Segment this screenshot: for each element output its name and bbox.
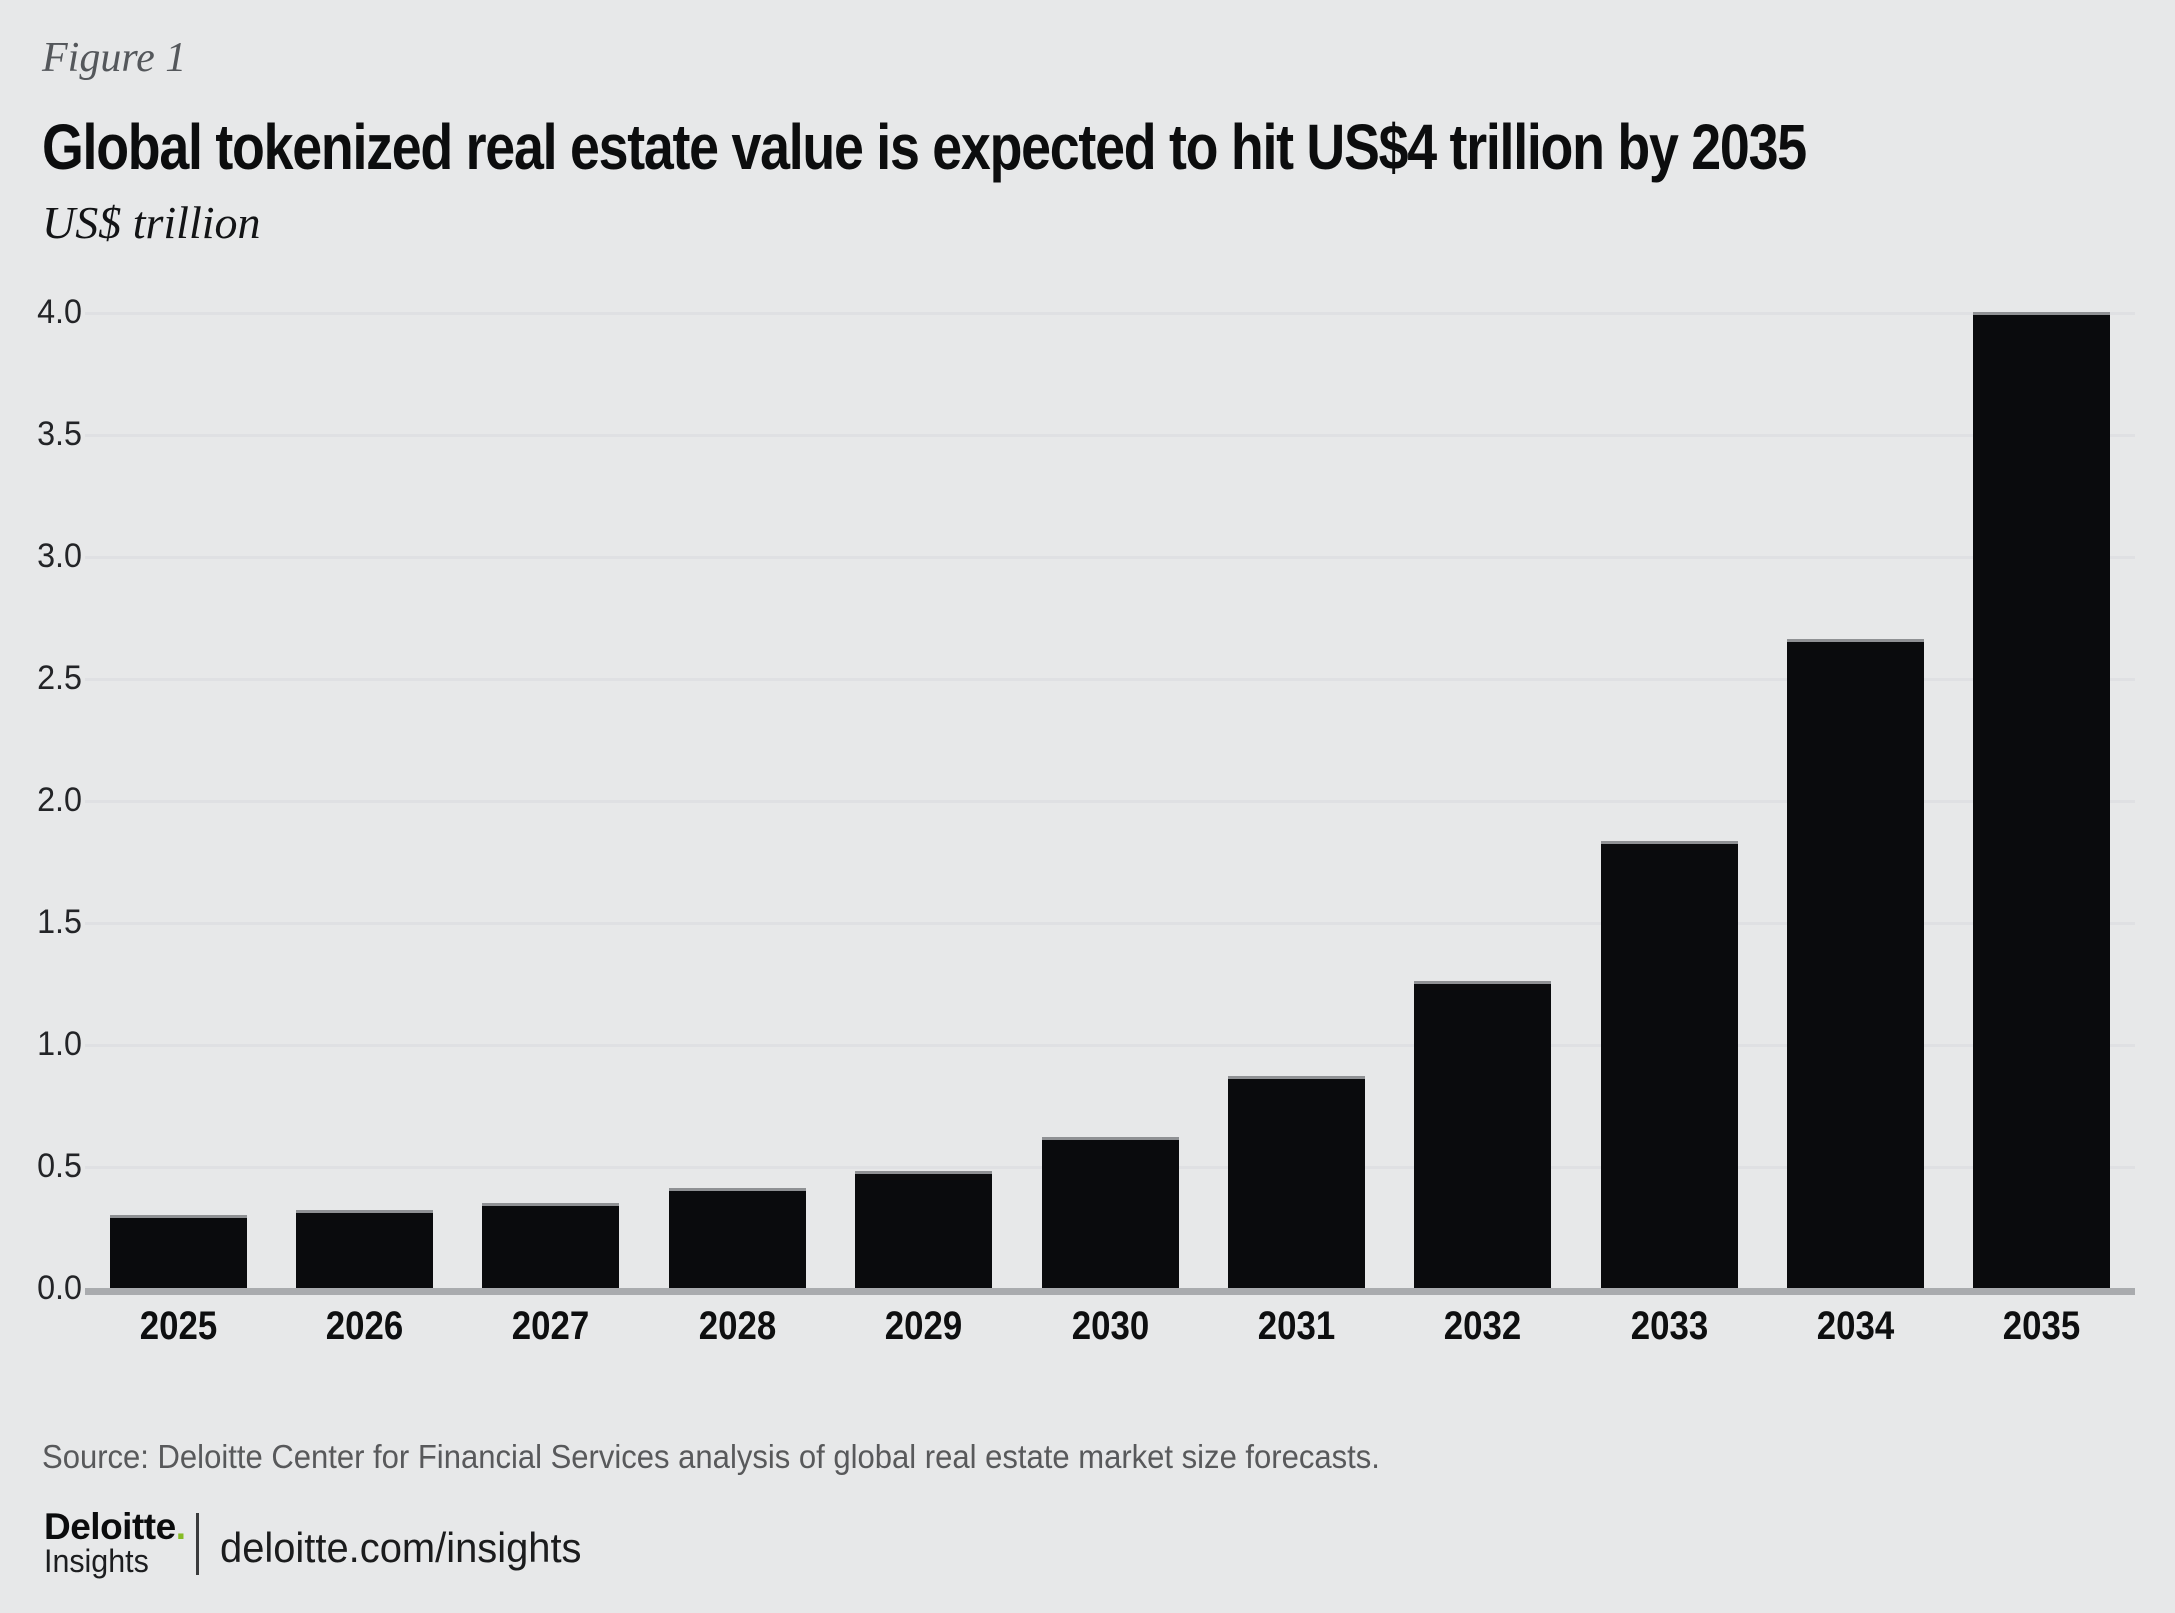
x-axis-label-2033: 2033 — [1630, 1304, 1708, 1348]
insights-wordmark: Insights — [44, 1543, 149, 1579]
x-axis-line — [85, 1288, 2135, 1295]
x-axis-label-2027: 2027 — [512, 1304, 590, 1348]
x-axis-label-2034: 2034 — [1816, 1304, 1895, 1348]
gridline — [85, 800, 2135, 803]
y-axis-tick-label: 2.5 — [37, 659, 82, 697]
bar-2035 — [1973, 312, 2111, 1288]
x-axis-label-2032: 2032 — [1444, 1304, 1522, 1348]
x-axis-label-2035: 2035 — [2003, 1304, 2081, 1348]
x-axis-label-2025: 2025 — [139, 1304, 217, 1348]
insights-url: deloitte.com/insights — [220, 1524, 582, 1571]
x-axis-label-2029: 2029 — [884, 1304, 963, 1348]
gridline — [85, 1044, 2135, 1047]
bar-2027 — [482, 1202, 620, 1288]
deloitte-green-dot-icon: . — [175, 1506, 186, 1547]
y-axis-tick-label: 1.0 — [37, 1025, 82, 1063]
y-axis-tick-label: 2.0 — [37, 781, 82, 819]
source-note: Source: Deloitte Center for Financial Se… — [42, 1438, 1380, 1475]
bar-2034 — [1786, 638, 1924, 1288]
bar-2030 — [1041, 1136, 1179, 1288]
figure-label: Figure 1 — [42, 35, 187, 81]
y-axis-tick-label: 4.0 — [37, 293, 82, 331]
bar-2031 — [1227, 1075, 1365, 1288]
chart-title: Global tokenized real estate value is ex… — [42, 111, 1807, 183]
bar-2028 — [668, 1187, 806, 1288]
bar-2032 — [1414, 980, 1552, 1288]
footer-divider — [196, 1513, 199, 1575]
units-label: US$ trillion — [42, 197, 261, 248]
bar-2033 — [1600, 841, 1738, 1288]
deloitte-logo: Deloitte. — [44, 1506, 186, 1548]
y-axis-tick-label: 0.0 — [37, 1269, 82, 1307]
bar-2029 — [855, 1170, 993, 1288]
x-axis-label-2031: 2031 — [1257, 1304, 1336, 1348]
gridline — [85, 312, 2135, 315]
bar-2025 — [109, 1214, 247, 1288]
x-axis-label-2026: 2026 — [325, 1304, 404, 1348]
y-axis-tick-label: 0.5 — [37, 1147, 82, 1185]
x-axis-label-2028: 2028 — [698, 1304, 776, 1348]
gridline — [85, 678, 2135, 681]
gridline — [85, 922, 2135, 925]
gridline — [85, 556, 2135, 559]
gridline — [85, 434, 2135, 437]
y-axis-tick-label: 3.5 — [37, 415, 82, 453]
x-axis-label-2030: 2030 — [1071, 1304, 1149, 1348]
bar-2026 — [296, 1209, 434, 1288]
y-axis-tick-label: 1.5 — [37, 903, 82, 941]
y-axis-tick-label: 3.0 — [37, 537, 82, 575]
deloitte-wordmark: Deloitte — [44, 1506, 176, 1547]
